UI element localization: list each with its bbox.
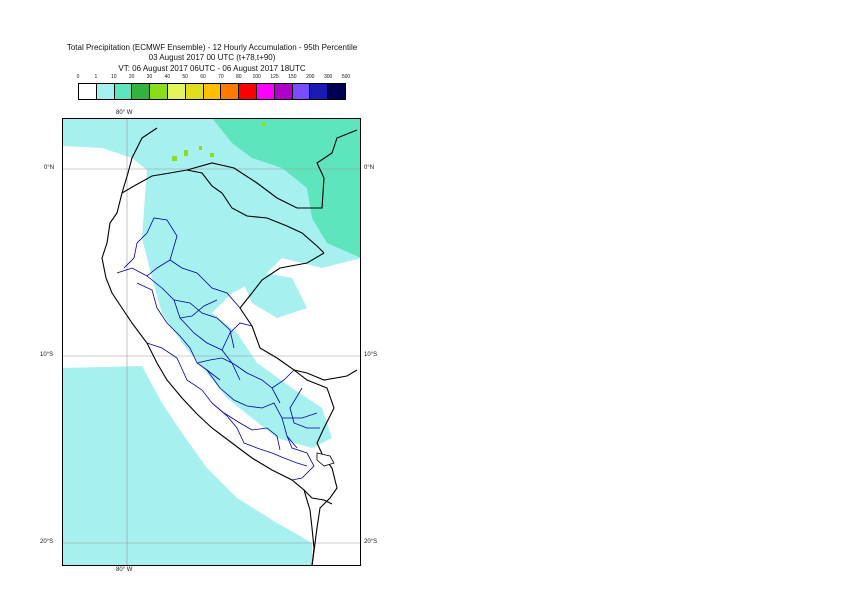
regional-boundaries (116, 217, 320, 481)
lake-titicaca (316, 452, 335, 467)
valid-time-label: VT: 06 August 2017 06UTC - 06 August 201… (118, 64, 306, 73)
legend-tick: 50 (182, 74, 188, 80)
legend-swatch (292, 84, 311, 99)
shade-ocean-west (62, 366, 312, 566)
lon-label-bottom: 80° W (116, 567, 133, 573)
legend-tick: 500 (341, 74, 351, 80)
legend-swatch (114, 84, 133, 99)
legend-swatch (239, 84, 257, 99)
lon-label-top: 80° W (116, 110, 133, 116)
legend-tick: 60 (200, 74, 206, 80)
legend-tick: 1 (94, 74, 98, 80)
legend-tick: 10 (110, 74, 117, 80)
country-boundaries (101, 127, 358, 566)
legend-swatch (328, 84, 345, 99)
legend-swatch (132, 84, 151, 99)
legend-swatch (274, 84, 293, 99)
shade-east-patch (237, 268, 307, 318)
legend-swatch (203, 84, 222, 99)
legend-swatch (79, 84, 97, 99)
legend-tick: 0 (76, 74, 80, 80)
legend-swatch (221, 84, 240, 99)
legend-tick: 30 (146, 74, 153, 80)
legend-tick: 80 (236, 74, 242, 80)
ecuador-peru-border (121, 169, 325, 254)
lat-label-right-0: 0°N (364, 165, 375, 171)
shade-speckles (172, 123, 265, 161)
legend-swatch (96, 84, 115, 99)
legend-swatch (310, 84, 329, 99)
precipitation-legend (78, 83, 346, 100)
lat-label-left-20s: 20°S (40, 539, 54, 545)
legend-tick: 20 (128, 74, 135, 80)
coastline (101, 127, 315, 566)
legend-swatch (185, 84, 204, 99)
precipitation-map (62, 118, 361, 566)
lat-label-left-0: 0°N (44, 165, 55, 171)
legend-tick: 40 (164, 74, 171, 80)
legend-tick: 200 (306, 74, 315, 80)
map-title: Total Precipitation (ECMWF Ensemble) - 1… (66, 43, 358, 52)
map-gridlines (62, 118, 361, 566)
shade-north-teal (212, 118, 361, 258)
legend-tick: 125 (270, 74, 279, 80)
lat-label-left-10s: 10°S (40, 352, 54, 358)
legend-tick: 150 (288, 74, 297, 80)
legend-swatch (167, 84, 186, 99)
run-time-label: 03 August 2017 00 UTC (t+78,t+90) (148, 53, 276, 62)
legend-swatch (150, 84, 168, 99)
colombia-border (186, 129, 358, 209)
legend-tick: 100 (252, 74, 261, 80)
chile-border (303, 489, 333, 505)
brazil-border (239, 252, 358, 381)
map-frame (62, 118, 361, 566)
lat-label-right-20s: 20°S (364, 539, 378, 545)
lat-label-right-10s: 10°S (364, 352, 378, 358)
legend-tick: 300 (323, 74, 333, 80)
legend-tick: 70 (218, 74, 224, 80)
legend-swatch (256, 84, 275, 99)
